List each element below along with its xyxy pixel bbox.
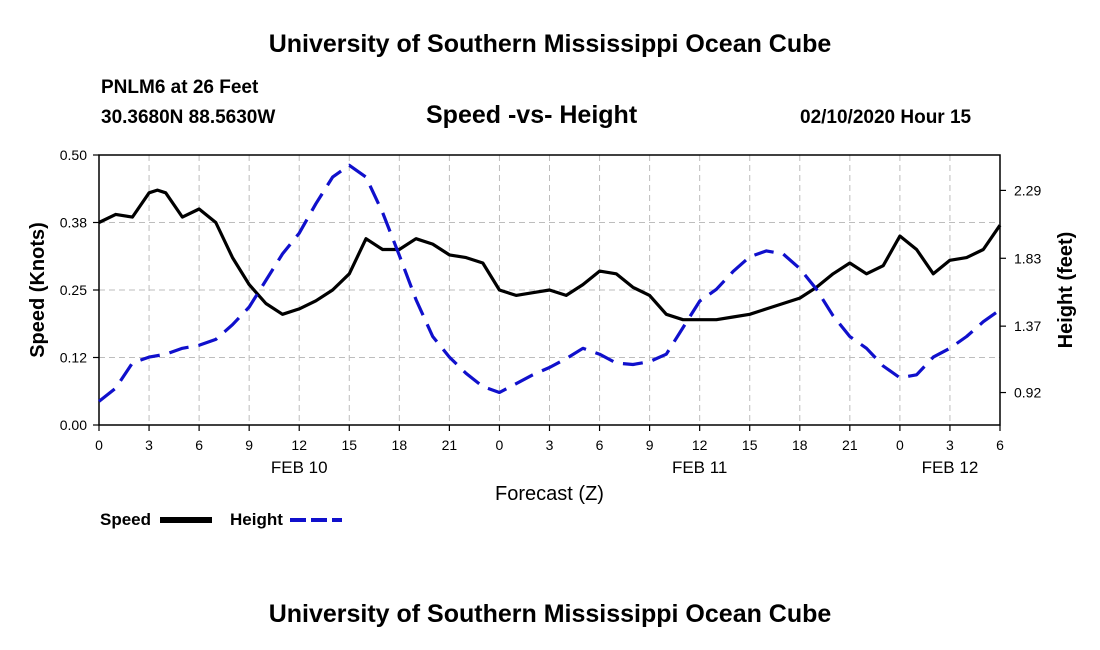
chart-title-bottom: University of Southern Mississippi Ocean… [268, 600, 832, 628]
y2-axis-label: Height (feet) [1055, 232, 1077, 349]
x-day-label: FEB 10 [271, 458, 328, 477]
x-tick-label: 3 [546, 437, 554, 453]
x-tick-label: 18 [392, 437, 408, 453]
y-tick-label: 0.38 [60, 215, 87, 231]
x-tick-label: 15 [742, 437, 758, 453]
timestamp-label: 02/10/2020 Hour 15 [800, 107, 972, 128]
y2-tick-label: 1.37 [1014, 318, 1041, 334]
x-tick-label: 0 [896, 437, 904, 453]
legend-height-label: Height [230, 510, 283, 529]
coordinates-label: 30.3680N 88.5630W [101, 107, 276, 128]
station-label: PNLM6 at 26 Feet [101, 77, 259, 98]
x-axis-label: Forecast (Z) [495, 483, 604, 505]
y-tick-label: 0.00 [60, 417, 87, 433]
y2-tick-label: 0.92 [1014, 385, 1041, 401]
x-day-label: FEB 12 [922, 458, 979, 477]
x-tick-label: 0 [496, 437, 504, 453]
x-tick-label: 21 [442, 437, 458, 453]
x-tick-label: 21 [842, 437, 858, 453]
legend-speed-label: Speed [100, 510, 152, 529]
x-tick-label: 6 [195, 437, 203, 453]
chart-subtitle: Speed -vs- Height [426, 101, 638, 129]
x-day-label: FEB 11 [672, 458, 727, 477]
y-tick-label: 0.50 [60, 147, 87, 163]
x-tick-label: 0 [95, 437, 103, 453]
x-tick-label: 12 [291, 437, 307, 453]
y2-tick-label: 1.83 [1014, 250, 1041, 266]
y-tick-label: 0.25 [60, 282, 87, 298]
x-tick-label: 12 [692, 437, 708, 453]
x-tick-label: 6 [996, 437, 1004, 453]
x-tick-label: 9 [245, 437, 253, 453]
x-tick-label: 3 [145, 437, 153, 453]
x-tick-label: 6 [596, 437, 604, 453]
x-tick-label: 3 [946, 437, 954, 453]
x-tick-label: 9 [646, 437, 654, 453]
x-tick-label: 15 [341, 437, 357, 453]
chart-title-top: University of Southern Mississippi Ocean… [268, 30, 832, 58]
series-line-speed [98, 188, 1002, 322]
y-axis-label: Speed (Knots) [27, 222, 49, 358]
series-line-height [98, 163, 1001, 403]
y-tick-label: 0.12 [60, 350, 87, 366]
x-tick-label: 18 [792, 437, 808, 453]
y2-tick-label: 2.29 [1014, 182, 1041, 198]
